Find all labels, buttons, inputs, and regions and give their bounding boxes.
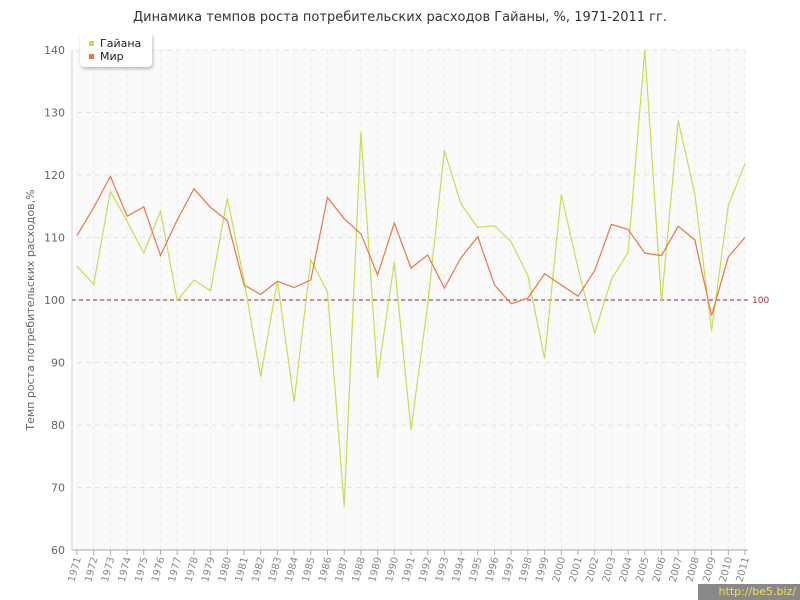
y-tick-label: 120 — [44, 169, 65, 182]
x-tick-label: 1971 — [67, 556, 84, 583]
x-tick-label: 1979 — [200, 556, 217, 583]
legend-label-world: Мир — [100, 50, 124, 63]
x-tick-label: 1978 — [184, 556, 201, 583]
x-tick-label: 2006 — [651, 556, 668, 583]
y-tick-label: 60 — [51, 544, 65, 557]
y-tick-label: 110 — [44, 232, 65, 245]
x-tick-label: 2011 — [735, 556, 752, 583]
x-tick-label: 1997 — [501, 556, 518, 583]
x-tick-label: 1983 — [267, 556, 284, 583]
x-tick-label: 1999 — [534, 556, 551, 583]
series-group — [76, 49, 746, 507]
series-line-guyana — [76, 49, 746, 507]
x-tick-label: 1988 — [351, 556, 368, 583]
y-tick-label: 70 — [51, 482, 65, 495]
x-tick-label: 1975 — [133, 556, 150, 583]
y-tick-label: 80 — [51, 419, 65, 432]
x-tick-label: 1998 — [518, 556, 535, 583]
chart-title: Динамика темпов роста потребительских ра… — [133, 10, 667, 25]
x-tick-label: 1977 — [167, 556, 184, 583]
x-tick-label: 1982 — [250, 556, 267, 583]
x-tick-label: 1989 — [367, 556, 384, 583]
x-tick-label: 1976 — [150, 556, 167, 583]
x-tick-label: 1994 — [451, 556, 468, 583]
x-tick-label: 1987 — [334, 556, 351, 583]
x-tick-labels: 1971 1972 1973 1974 1975 1976 1977 1978 1979 1980… — [67, 556, 752, 583]
x-tick-label: 2005 — [634, 556, 651, 583]
x-tick-label: 1991 — [401, 556, 418, 583]
y-tick-label: 90 — [51, 357, 65, 370]
y-tick-label: 130 — [44, 107, 65, 120]
x-tick-label: 1972 — [83, 556, 100, 583]
x-tick-label: 1990 — [384, 556, 401, 583]
x-tick-label: 1980 — [217, 556, 234, 583]
x-tick-label: 1974 — [117, 556, 134, 583]
watermark-link[interactable]: http://be5.biz/ — [698, 584, 800, 600]
x-tick-label: 2010 — [718, 556, 735, 583]
x-tick-label: 2002 — [584, 556, 601, 583]
series-line-world — [76, 174, 746, 316]
legend-swatch-world — [89, 53, 94, 59]
y-tick-label: 100 — [44, 294, 65, 307]
legend[interactable]: Гайана Мир — [80, 34, 152, 67]
x-tick-label: 1973 — [100, 556, 117, 583]
x-tick-label: 2007 — [668, 556, 685, 583]
legend-item-guyana[interactable]: Гайана — [89, 37, 141, 50]
x-tick-label: 2000 — [551, 556, 568, 583]
x-tick-label: 2001 — [568, 556, 585, 583]
x-tick-label: 1985 — [300, 556, 317, 583]
x-tick-label: 1981 — [234, 556, 251, 583]
x-tick-label: 1993 — [434, 556, 451, 583]
x-tick-label: 2003 — [601, 556, 618, 583]
x-tick-label: 1992 — [417, 556, 434, 583]
x-tick-label: 1995 — [467, 556, 484, 583]
legend-swatch-guyana — [89, 40, 94, 46]
x-tick-label: 2004 — [618, 556, 635, 583]
x-tick-label: 1996 — [484, 556, 501, 583]
reference-line-label: 100 — [752, 296, 769, 306]
y-tick-label: 140 — [44, 44, 65, 57]
legend-label-guyana: Гайана — [100, 37, 142, 50]
y-axis-title: Темп роста потребительских расходов,% — [24, 189, 37, 431]
x-tick-label: 2009 — [701, 556, 718, 583]
legend-item-world[interactable]: Мир — [89, 50, 124, 63]
y-tick-labels: 60 70 80 90 100 110 120 130 140 — [44, 44, 65, 557]
x-tick-label: 1984 — [284, 556, 301, 583]
x-tick-label: 1986 — [317, 556, 334, 583]
x-tick-label: 2008 — [685, 556, 702, 583]
